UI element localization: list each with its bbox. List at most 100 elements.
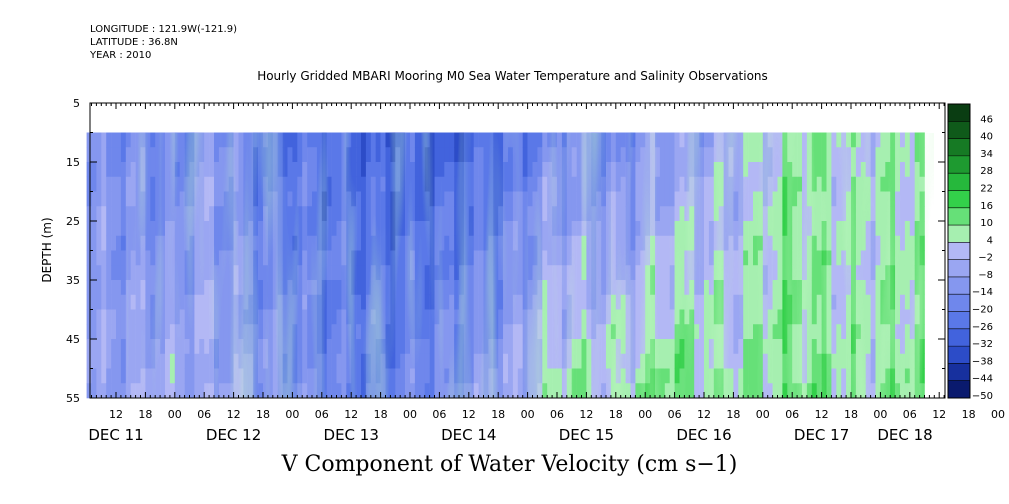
heatmap-cell (101, 191, 107, 207)
colorbar-label: −8 (978, 270, 993, 281)
colorbar-label: −2 (978, 253, 993, 264)
x-hour-tick-label: 18 (609, 408, 623, 421)
colorbar-swatch (948, 380, 970, 399)
heatmap-cell (86, 280, 92, 296)
heatmap-cell (111, 235, 117, 251)
x-hour-tick-label: 12 (462, 408, 476, 421)
colorbar-swatch (948, 259, 970, 278)
heatmap-cell (116, 368, 122, 384)
heatmap-cell (106, 162, 112, 178)
heatmap-cell (96, 221, 102, 237)
heatmap-cell (101, 176, 107, 192)
heatmap-cell (116, 162, 122, 178)
heatmap-cell (120, 368, 127, 384)
x-day-label: DEC 12 (206, 426, 261, 444)
heatmap-cell (96, 309, 102, 325)
x-hour-tick-label: 12 (815, 408, 829, 421)
heatmap-cell (106, 294, 112, 310)
heatmap-cell (116, 324, 122, 340)
x-hour-tick-label: 18 (962, 408, 976, 421)
heatmap-cell (86, 294, 92, 310)
heatmap-cell (111, 191, 117, 207)
heatmap-texture (127, 133, 934, 398)
y-tick-label: 55 (66, 392, 80, 405)
x-hour-tick-label: 18 (256, 408, 270, 421)
heatmap-cell (96, 339, 102, 355)
heatmap-cell (106, 147, 112, 163)
heatmap-cell (120, 162, 127, 178)
heatmap-cell (91, 368, 97, 384)
x-hour-tick-label: 12 (579, 408, 593, 421)
heatmap-cell (101, 339, 107, 355)
heatmap-cell (111, 294, 117, 310)
heatmap-cell (91, 235, 97, 251)
heatmap-cell (96, 265, 102, 281)
heatmap-cell (91, 353, 97, 369)
colorbar-label: 16 (980, 201, 993, 212)
colorbar-swatch (948, 173, 970, 191)
colorbar-swatch (948, 311, 970, 330)
colorbar-label: 28 (980, 166, 993, 177)
heatmap-cell (120, 353, 127, 369)
heatmap-cell (106, 265, 112, 281)
colorbar-label: −50 (972, 391, 993, 402)
colorbar-label: 40 (980, 132, 993, 143)
heatmap-cell (106, 280, 112, 296)
heatmap-cell (116, 147, 122, 163)
heatmap-cell (116, 353, 122, 369)
heatmap-cell (116, 191, 122, 207)
x-hour-tick-label: 18 (726, 408, 740, 421)
x-day-label: DEC 11 (88, 426, 143, 444)
colorbar-swatch (948, 276, 970, 295)
heatmap-cell (91, 162, 97, 178)
colorbar-label: −32 (972, 339, 993, 350)
colorbar-label: 22 (980, 183, 993, 194)
heatmap-cell (111, 339, 117, 355)
heatmap-cell (116, 206, 122, 222)
heatmap-cell (101, 147, 107, 163)
heatmap-cell (96, 383, 102, 399)
heatmap-cell (116, 221, 122, 237)
x-hour-tick-label: 00 (521, 408, 535, 421)
heatmap-cell (116, 294, 122, 310)
heatmap-cell (86, 324, 92, 340)
heatmap-cell (96, 206, 102, 222)
heatmap-cell (91, 339, 97, 355)
heatmap-cell (86, 339, 92, 355)
heatmap-cell (116, 132, 122, 148)
heatmap-cell (101, 324, 107, 340)
heatmap-cell (96, 368, 102, 384)
heatmap-cell (101, 132, 107, 148)
heatmap-cell (106, 353, 112, 369)
heatmap-cell (101, 309, 107, 325)
heatmap-cell (101, 221, 107, 237)
heatmap-cell (106, 368, 112, 384)
heatmap-cell (120, 339, 127, 355)
heatmap-cell (106, 191, 112, 207)
heatmap-cell (86, 353, 92, 369)
heatmap-cell (116, 280, 122, 296)
x-day-label: DEC 14 (441, 426, 496, 444)
colorbar-swatch (948, 225, 970, 243)
heatmap-cell (111, 132, 117, 148)
heatmap-cell (120, 309, 127, 325)
heatmap-cell (91, 132, 97, 148)
y-tick-label: 35 (66, 274, 80, 287)
colorbar-swatch (948, 155, 970, 174)
heatmap-cell (86, 132, 92, 148)
heatmap-cell (101, 250, 107, 266)
colorbar-label: 10 (980, 218, 993, 229)
heatmap-cell (86, 250, 92, 266)
colorbar-label: −38 (972, 356, 993, 367)
heatmap-cell (106, 309, 112, 325)
x-hour-tick-label: 06 (785, 408, 799, 421)
colorbar-label: −44 (972, 374, 993, 385)
heatmap-cell (96, 294, 102, 310)
heatmap-cell (86, 383, 92, 399)
heatmap-cell (86, 265, 92, 281)
colorbar-swatch (948, 328, 970, 347)
heatmap-cell (120, 132, 127, 148)
colorbar-label: 46 (980, 114, 993, 125)
heatmap-cell (120, 176, 127, 192)
heatmap-cell (106, 206, 112, 222)
